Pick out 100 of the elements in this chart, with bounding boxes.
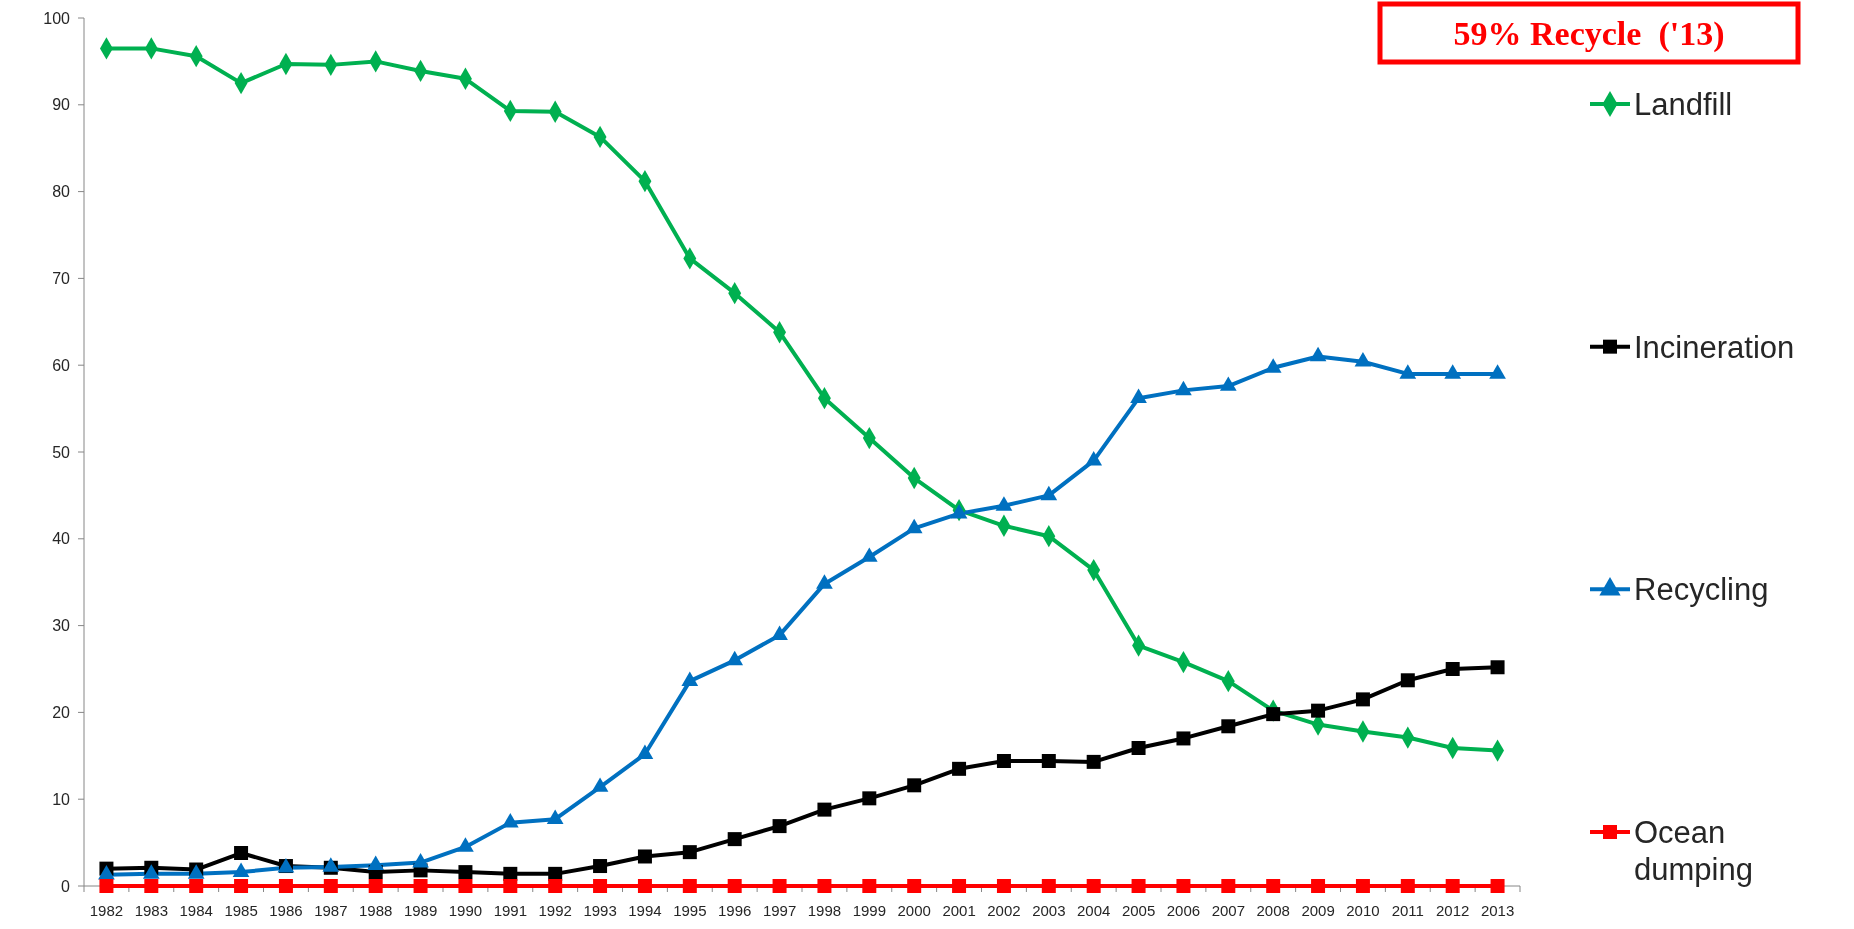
point — [817, 802, 832, 817]
point — [593, 879, 608, 893]
point — [1131, 879, 1146, 893]
annotation: 59% Recycle ('13) — [1453, 14, 1725, 53]
legend-label: Recycling — [1634, 572, 1769, 608]
x-tick-label: 2009 — [1301, 902, 1335, 919]
point — [907, 778, 922, 793]
point — [323, 879, 338, 893]
point — [952, 879, 967, 893]
point — [278, 879, 293, 893]
x-tick-label: 2000 — [897, 902, 931, 919]
x-tick-label: 2005 — [1121, 902, 1156, 919]
point — [1266, 879, 1281, 893]
point — [862, 791, 877, 806]
point — [234, 879, 249, 893]
x-tick-label: 2001 — [942, 902, 976, 919]
point — [1311, 703, 1326, 718]
point — [1400, 673, 1415, 688]
point — [458, 865, 473, 880]
x-tick-label: 1995 — [673, 902, 707, 919]
point — [1221, 719, 1236, 734]
x-tick-label: 1986 — [269, 902, 303, 919]
y-tick-label: 10 — [52, 790, 71, 808]
point — [772, 819, 787, 834]
point — [1041, 879, 1056, 893]
point — [996, 754, 1011, 769]
point — [1355, 879, 1370, 893]
point — [996, 879, 1011, 893]
x-tick-label: 2010 — [1346, 902, 1380, 919]
y-tick-label: 70 — [52, 270, 71, 287]
point — [1131, 740, 1146, 755]
x-tick-label: 1991 — [493, 902, 527, 919]
point — [1086, 879, 1101, 893]
point — [772, 879, 787, 893]
point — [99, 879, 114, 893]
point — [1221, 879, 1236, 893]
x-tick-label: 1992 — [538, 902, 572, 919]
point — [189, 879, 204, 893]
legend-label: Incineration — [1634, 329, 1795, 365]
point — [637, 849, 652, 864]
point — [1400, 879, 1415, 893]
point — [234, 846, 249, 861]
x-tick-label: 1999 — [852, 902, 886, 919]
x-tick-label: 2007 — [1211, 902, 1245, 919]
point — [1311, 879, 1326, 893]
point — [1266, 707, 1281, 722]
y-tick-label: 20 — [52, 704, 71, 721]
point — [458, 879, 473, 893]
legend-label: Ocean dumping — [1634, 814, 1753, 888]
point — [1176, 879, 1191, 893]
y-tick-label: 30 — [52, 617, 71, 635]
point — [682, 879, 697, 893]
x-tick-label: 2004 — [1077, 902, 1111, 919]
y-tick-label: 40 — [52, 530, 71, 548]
legend-label: Landfill — [1634, 86, 1733, 122]
point — [637, 879, 652, 893]
x-tick-label: 1987 — [314, 902, 348, 919]
y-tick-label: 80 — [52, 183, 71, 201]
point — [1176, 731, 1191, 746]
point — [503, 879, 518, 893]
point — [862, 879, 877, 893]
point — [144, 879, 159, 893]
x-tick-label: 2006 — [1166, 902, 1201, 919]
x-tick-label: 1985 — [224, 902, 258, 919]
x-tick-label: 1990 — [448, 902, 483, 919]
x-tick-label: 1984 — [179, 902, 213, 919]
x-tick-label: 1996 — [718, 902, 752, 919]
point — [952, 761, 967, 776]
x-tick-label: 1994 — [628, 902, 662, 919]
x-tick-label: 2008 — [1256, 902, 1290, 919]
y-tick-label: 90 — [52, 96, 71, 114]
y-tick-label: 50 — [52, 443, 71, 461]
point — [548, 879, 563, 893]
point — [1445, 879, 1460, 893]
point — [727, 879, 742, 893]
x-tick-label: 1982 — [89, 902, 124, 919]
x-tick-label: 2011 — [1391, 902, 1424, 919]
point — [682, 845, 697, 860]
point — [907, 879, 922, 893]
x-tick-label: 2003 — [1032, 902, 1066, 919]
point — [727, 832, 742, 847]
y-tick-label: 60 — [52, 356, 71, 374]
point — [1490, 879, 1505, 893]
point — [1041, 754, 1056, 769]
y-tick-label: 100 — [43, 9, 71, 27]
point — [1086, 754, 1101, 769]
point — [593, 859, 608, 874]
point — [1445, 662, 1460, 676]
x-tick-label: 2012 — [1436, 902, 1470, 919]
x-tick-label: 2002 — [987, 902, 1021, 919]
x-tick-label: 1983 — [134, 902, 168, 919]
x-tick-label: 1989 — [403, 902, 438, 919]
point — [368, 879, 383, 893]
x-tick-label: 1998 — [807, 902, 842, 919]
point — [1490, 660, 1505, 675]
point — [413, 879, 428, 893]
x-tick-label: 1997 — [762, 902, 797, 919]
y-tick-label: 0 — [61, 877, 71, 895]
point — [817, 879, 832, 893]
point — [1355, 692, 1370, 707]
